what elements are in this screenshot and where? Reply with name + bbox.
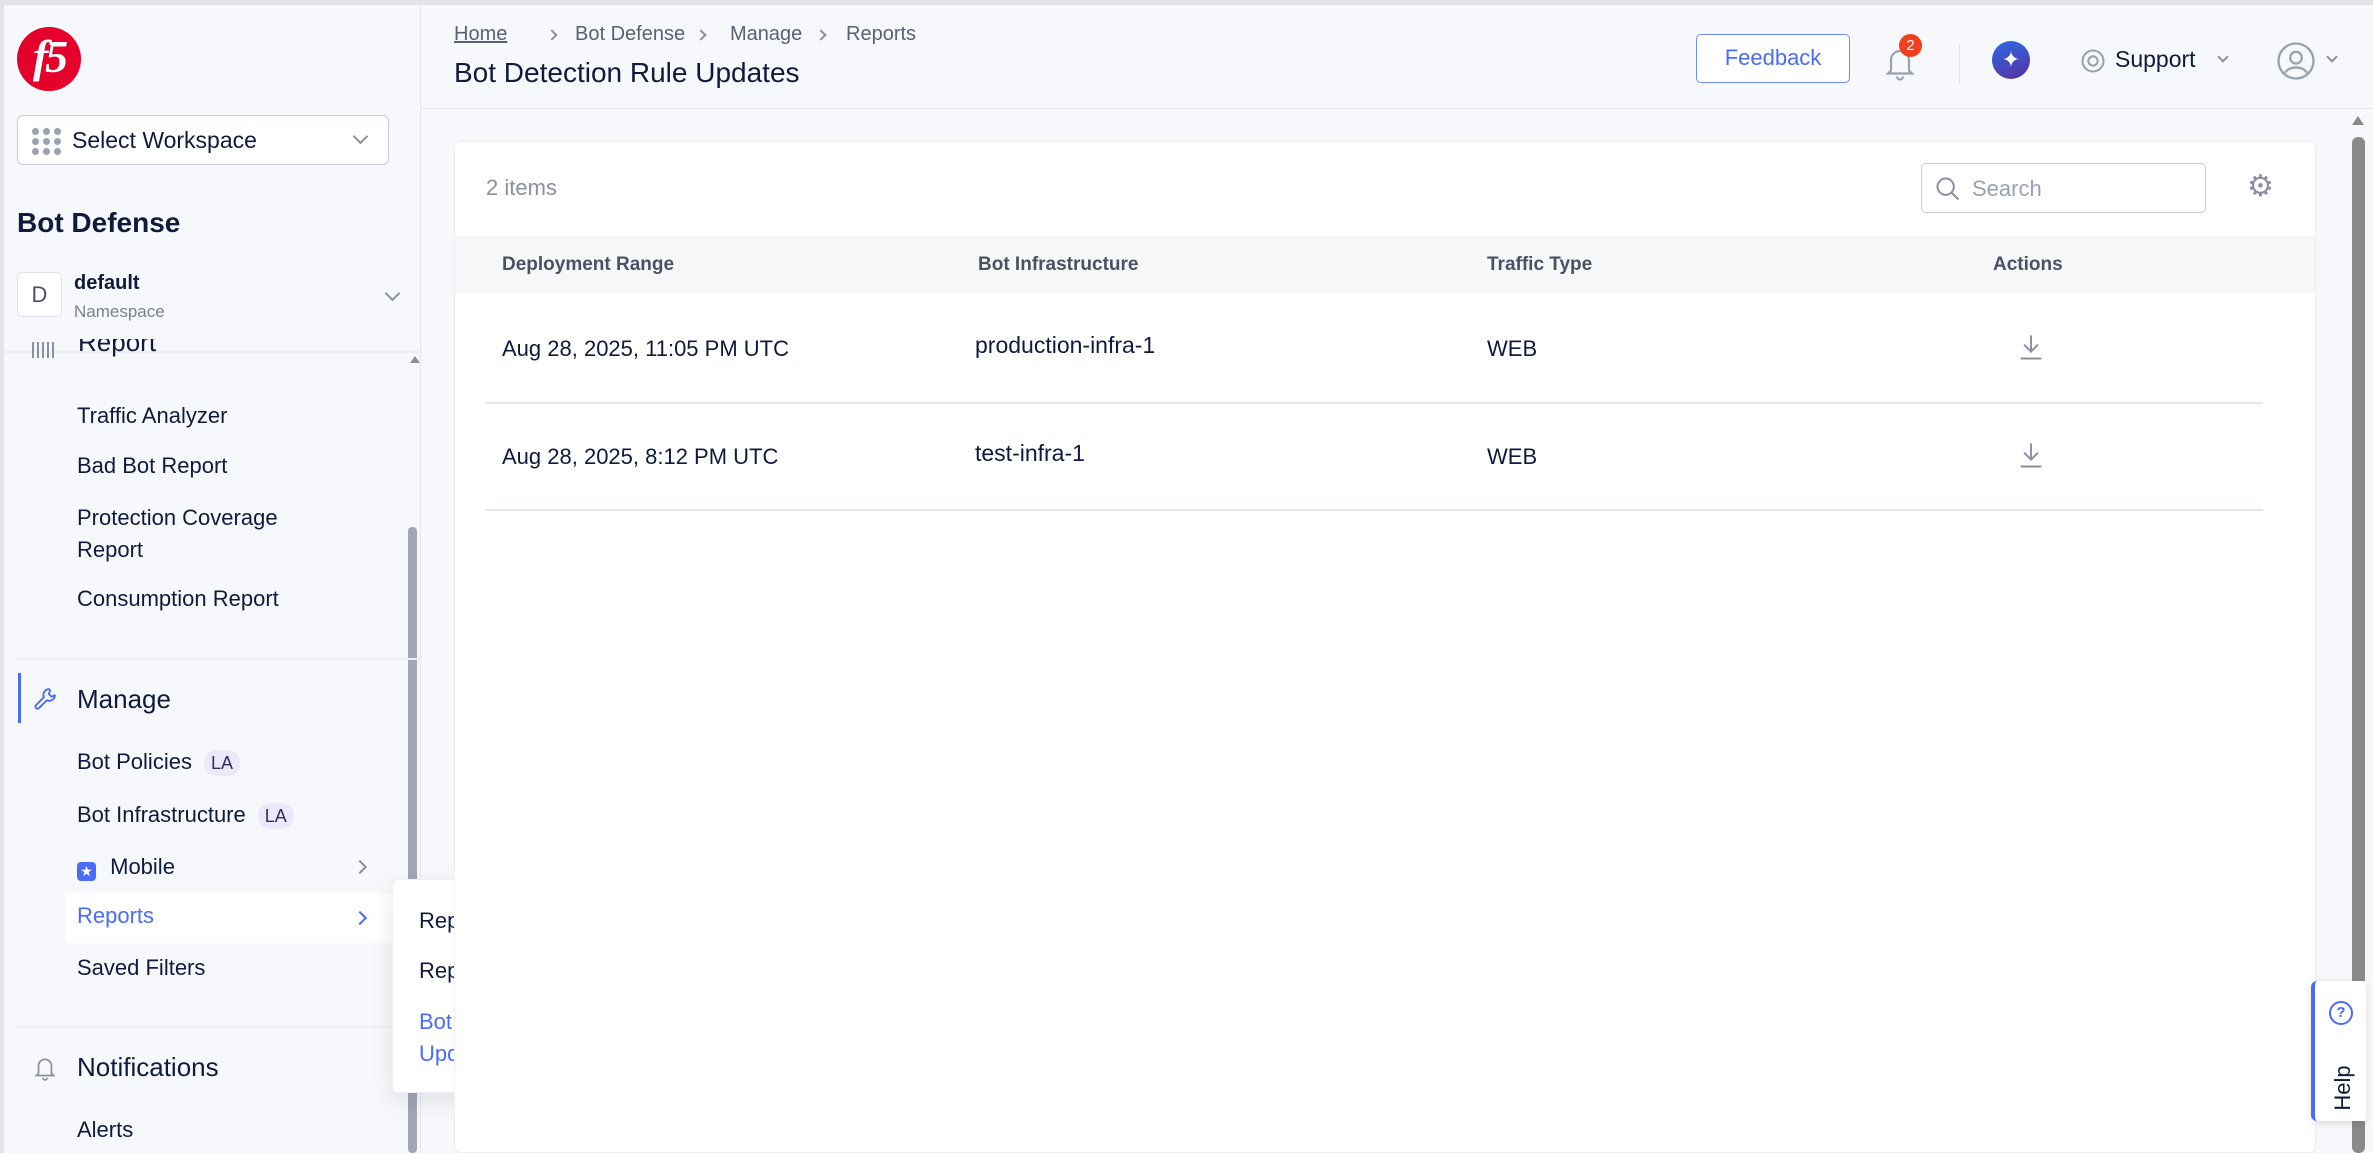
namespace-label: Namespace (74, 302, 165, 321)
bot-policies-label: Bot Policies (77, 749, 192, 774)
sidebar-scroll-up[interactable] (410, 356, 420, 363)
grid-icon (32, 128, 61, 155)
sidebar-item-reports[interactable]: Reports (65, 893, 393, 943)
table-header-row (455, 236, 2315, 293)
help-question-icon: ? (2329, 1001, 2353, 1025)
section-manage[interactable]: Manage (77, 684, 171, 714)
cell-bot-infrastructure: production-infra-1 (975, 332, 1156, 358)
download-icon[interactable] (2017, 440, 2045, 470)
sidebar-item-protection-coverage-report[interactable]: Protection Coverage Report (77, 505, 278, 562)
workspace-select-label: Select Workspace (72, 126, 257, 153)
la-badge: LA (257, 803, 294, 830)
sidebar-item-saved-filters[interactable]: Saved Filters (77, 955, 206, 980)
divider (4, 351, 420, 353)
chevron-right-icon (546, 29, 558, 41)
la-badge: LA (203, 750, 240, 777)
breadcrumb-home[interactable]: Home (454, 23, 508, 45)
cell-traffic-type: WEB (1487, 336, 1538, 361)
cell-deployment-range: Aug 28, 2025, 8:12 PM UTC (502, 444, 779, 469)
cell-bot-infrastructure: test-infra-1 (975, 440, 1085, 466)
breadcrumb-reports: Reports (846, 23, 917, 45)
user-avatar-icon[interactable] (2276, 41, 2316, 81)
reports-label: Reports (77, 903, 155, 928)
notification-count-badge: 2 (1899, 34, 1922, 57)
chevron-down-icon (2217, 51, 2229, 63)
item-count: 2 items (486, 175, 557, 200)
mobile-label: Mobile (110, 854, 175, 879)
page-scrollbar[interactable] (2352, 137, 2365, 1153)
page-scroll-up[interactable] (2352, 116, 2364, 125)
breadcrumb-manage[interactable]: Manage (730, 23, 803, 45)
divider (16, 658, 420, 660)
f5-logo[interactable]: f5 (17, 27, 81, 91)
report-section-header[interactable]: Report (32, 339, 332, 369)
column-header-deployment-range[interactable]: Deployment Range (502, 254, 675, 275)
product-title: Bot Defense (17, 207, 181, 238)
feedback-button[interactable]: Feedback (1696, 34, 1850, 83)
mobile-star-icon: ★ (77, 862, 96, 881)
search-icon (1936, 177, 1960, 201)
column-header-traffic-type[interactable]: Traffic Type (1487, 254, 1593, 275)
workspace-select[interactable]: Select Workspace (17, 115, 389, 165)
page-title: Bot Detection Rule Updates (454, 57, 800, 88)
help-tab[interactable]: ? Help (2311, 981, 2366, 1121)
ai-assistant-icon[interactable]: ✦ (1992, 41, 2030, 79)
help-label: Help (2330, 1065, 2355, 1111)
namespace-avatar: D (17, 272, 62, 317)
sidebar-item-bot-infrastructure[interactable]: Bot Infrastructure LA (77, 800, 294, 830)
chevron-right-icon (815, 29, 827, 41)
column-header-actions: Actions (1993, 254, 2063, 275)
search-input[interactable]: Search (1921, 163, 2206, 213)
breadcrumb-bot-defense[interactable]: Bot Defense (575, 23, 686, 45)
bot-infrastructure-label: Bot Infrastructure (77, 802, 246, 827)
support-menu[interactable]: Support (2115, 46, 2196, 72)
sidebar-item-mobile[interactable]: ★ Mobile (77, 852, 377, 882)
cell-deployment-range: Aug 28, 2025, 11:05 PM UTC (502, 336, 789, 361)
column-header-bot-infrastructure[interactable]: Bot Infrastructure (978, 254, 1139, 275)
chevron-down-icon (384, 285, 401, 302)
header-divider (1959, 45, 1960, 83)
breadcrumb: Home Bot Defense Manage Reports (454, 5, 1054, 45)
namespace-name: default (74, 272, 140, 294)
sidebar-item-consumption-report[interactable]: Consumption Report (77, 586, 279, 611)
rule-updates-table-card: 2 items Search ⚙ Deployment Range Bot In… (454, 141, 2316, 1153)
sidebar-item-bad-bot-report[interactable]: Bad Bot Report (77, 453, 228, 478)
cell-traffic-type: WEB (1487, 444, 1538, 469)
page-header: Home Bot Defense Manage Reports Bot Dete… (422, 5, 2373, 109)
sidebar-item-bot-policies[interactable]: Bot Policies LA (77, 747, 240, 777)
sidebar: f5 Select Workspace Bot Defense D defaul… (4, 5, 421, 1153)
manage-active-indicator (18, 673, 21, 723)
chart-bars-icon (32, 341, 56, 358)
download-icon[interactable] (2017, 332, 2045, 362)
sidebar-scrollbar[interactable] (408, 527, 417, 1153)
table-settings-gear-icon[interactable]: ⚙ (2247, 170, 2274, 203)
section-report-label: Report (78, 339, 157, 357)
search-placeholder: Search (1972, 176, 2042, 201)
sidebar-item-alerts[interactable]: Alerts (77, 1117, 134, 1142)
namespace-selector[interactable]: D default Namespace (17, 272, 417, 322)
row-divider (485, 509, 2263, 511)
bell-icon (34, 1058, 56, 1081)
wrench-icon (34, 688, 56, 710)
chevron-right-icon (695, 29, 707, 41)
chevron-down-icon (2326, 51, 2338, 63)
divider (16, 1026, 420, 1028)
chevron-right-icon (352, 859, 368, 875)
row-divider (485, 402, 2263, 404)
lifebuoy-icon (2081, 49, 2105, 73)
section-notifications[interactable]: Notifications (77, 1052, 219, 1082)
chevron-down-icon (352, 128, 369, 145)
chevron-right-icon (352, 910, 368, 926)
sidebar-item-traffic-analyzer[interactable]: Traffic Analyzer (77, 403, 228, 428)
